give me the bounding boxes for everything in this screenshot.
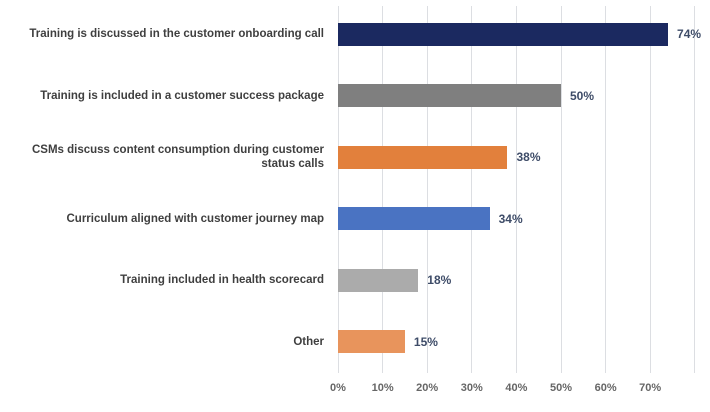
bar [338, 84, 561, 107]
x-axis-tick-label: 60% [594, 382, 617, 394]
gridline [649, 6, 651, 373]
category-label: Other [293, 335, 324, 348]
x-axis-tick-label: 0% [330, 382, 346, 394]
gridline [337, 6, 339, 373]
x-axis-tick-label: 30% [460, 382, 483, 394]
bar [338, 268, 419, 292]
x-axis-tick-label: 50% [549, 382, 573, 394]
gridline [382, 6, 384, 373]
x-axis-tick-label: 20% [416, 382, 439, 394]
category-label: Training included in health scorecard [120, 274, 324, 286]
value-label: 18% [427, 273, 452, 287]
bar [338, 207, 490, 230]
bar [338, 330, 405, 353]
value-label: 15% [413, 334, 438, 349]
bar [338, 145, 508, 169]
category-label: Training is included in a customer succe… [40, 89, 324, 102]
value-label: 34% [498, 211, 523, 226]
category-label: Curriculum aligned with customer journey… [66, 212, 324, 225]
x-axis-tick-label: 10% [371, 382, 394, 394]
gridline [560, 6, 562, 373]
value-label: 74% [677, 27, 702, 41]
gridline [515, 6, 517, 373]
category-label: Training is discussed in the customer on… [29, 28, 324, 40]
value-label: 50% [570, 88, 595, 103]
x-axis-tick-label: 70% [639, 382, 662, 394]
x-axis-tick-label: 40% [505, 382, 528, 394]
gridline [605, 6, 607, 373]
category-label: CSMs discuss content consumption during … [31, 144, 324, 170]
gridline [426, 6, 428, 373]
gridline [694, 6, 696, 373]
value-label: 38% [516, 150, 541, 164]
gridline [471, 6, 473, 373]
bar [338, 22, 669, 46]
